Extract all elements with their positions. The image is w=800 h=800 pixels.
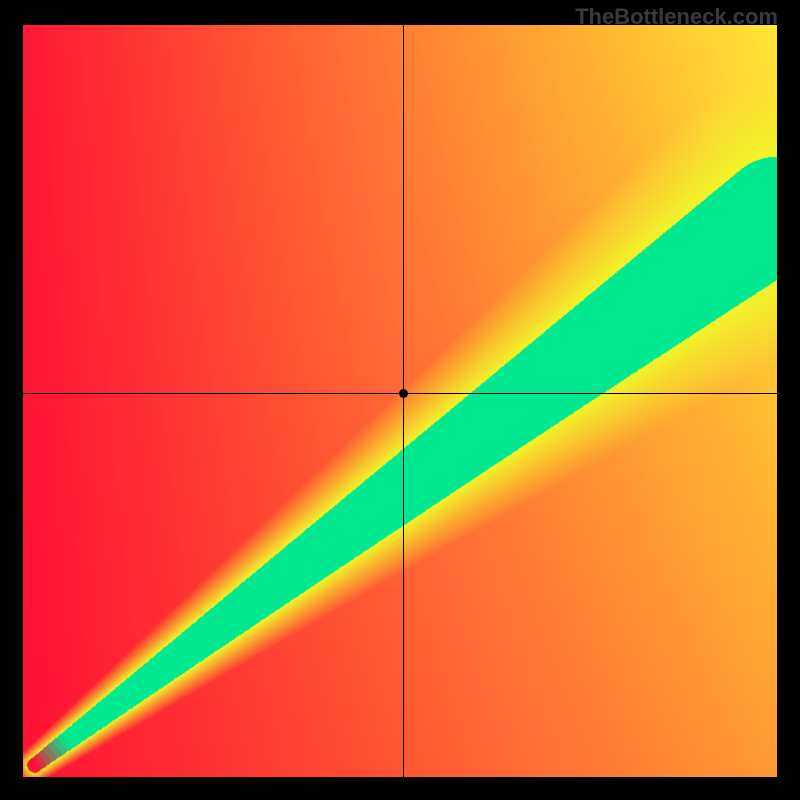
chart-container: TheBottleneck.com [0, 0, 800, 800]
heatmap-plot [23, 25, 777, 777]
heatmap-canvas [23, 25, 777, 777]
